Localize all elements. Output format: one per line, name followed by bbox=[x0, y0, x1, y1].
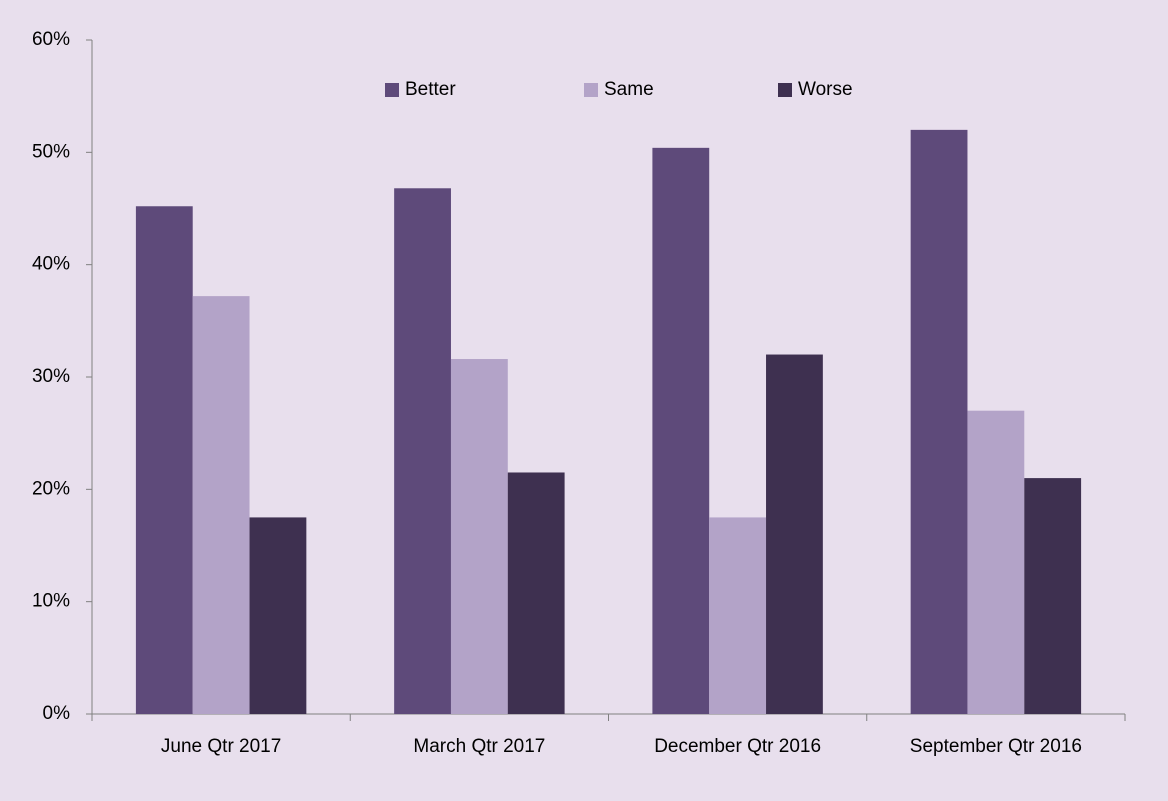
bar bbox=[394, 188, 451, 714]
legend-label: Better bbox=[405, 79, 456, 100]
bar bbox=[766, 354, 823, 714]
bar bbox=[450, 359, 508, 714]
bar bbox=[135, 206, 193, 714]
legend-label: Worse bbox=[798, 79, 853, 100]
bar bbox=[709, 517, 767, 714]
legend-swatch bbox=[385, 83, 399, 97]
y-tick-label: 40% bbox=[32, 254, 70, 275]
bar bbox=[249, 517, 307, 714]
bar bbox=[652, 147, 710, 715]
bar bbox=[910, 129, 968, 714]
y-tick-label: 60% bbox=[32, 29, 70, 50]
bar bbox=[967, 410, 1025, 714]
legend-label: Same bbox=[604, 79, 654, 100]
x-tick-label: September Qtr 2016 bbox=[910, 736, 1082, 757]
x-tick-label: June Qtr 2017 bbox=[161, 736, 281, 757]
legend-swatch bbox=[584, 83, 598, 97]
y-tick-label: 30% bbox=[32, 366, 70, 387]
bar bbox=[507, 472, 565, 714]
bar bbox=[192, 296, 250, 714]
legend-swatch bbox=[778, 83, 792, 97]
x-tick-label: December Qtr 2016 bbox=[654, 736, 821, 757]
y-tick-label: 0% bbox=[43, 703, 71, 724]
bar bbox=[1024, 478, 1082, 714]
y-tick-label: 20% bbox=[32, 478, 70, 499]
y-tick-label: 10% bbox=[32, 591, 70, 612]
y-tick-label: 50% bbox=[32, 141, 70, 162]
x-tick-label: March Qtr 2017 bbox=[413, 736, 545, 757]
